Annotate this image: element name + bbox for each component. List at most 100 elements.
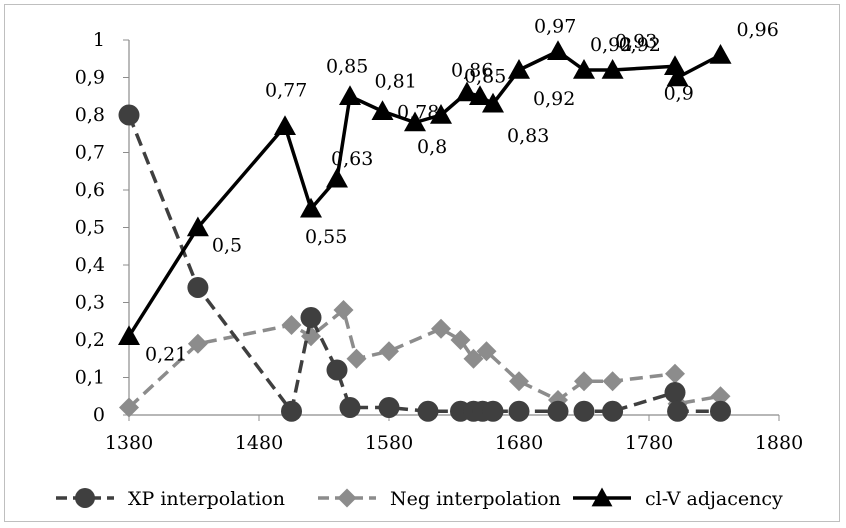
data-point-cl-v-adjacency <box>274 115 296 136</box>
data-point-neg-interpolation <box>463 348 484 369</box>
data-label: 0,5 <box>212 235 242 257</box>
data-label: 0,21 <box>145 343 187 365</box>
data-point-cl-v-adjacency <box>709 44 732 64</box>
data-point-cl-v-adjacency <box>666 66 689 87</box>
data-point-xp-interpolation <box>326 359 348 381</box>
axes: 0 0,1 0,2 0,3 0,4 0,5 0,6 0,7 0,8 0,9 1 1380 1480 158… <box>75 29 803 454</box>
y-tick-label: 1 <box>93 29 105 51</box>
x-tick-label: 1580 <box>365 432 413 454</box>
data-point-neg-interpolation <box>509 371 529 392</box>
data-point-xp-interpolation <box>281 400 302 422</box>
data-label: 0,92 <box>619 34 661 56</box>
data-label: 0,93 <box>615 30 657 52</box>
y-tick-label: 0,4 <box>75 254 105 276</box>
data-point-xp-interpolation <box>482 400 504 422</box>
data-point-neg-interpolation <box>346 348 367 369</box>
data-point-cl-v-adjacency <box>664 55 686 76</box>
data-point-xp-interpolation <box>378 397 400 418</box>
data-point-cl-v-adjacency <box>404 111 426 132</box>
data-point-xp-interpolation <box>300 307 322 328</box>
data-point-cl-v-adjacency <box>573 59 595 79</box>
data-point-cl-v-adjacency <box>469 85 491 106</box>
chart-frame <box>4 4 840 522</box>
data-point-cl-v-adjacency <box>186 216 209 237</box>
x-tick-label: 1680 <box>495 432 543 454</box>
legend-marker-cl-v-adjacency <box>591 487 613 507</box>
data-label: 0,92 <box>590 34 632 56</box>
y-tick-label: 0,1 <box>75 367 105 389</box>
data-label: 0,8 <box>417 136 447 158</box>
y-tick-label: 0 <box>93 404 105 426</box>
data-label: 0,63 <box>331 148 373 170</box>
data-label: 0,55 <box>305 226 347 248</box>
data-label: 0,86 <box>451 60 493 82</box>
data-point-cl-v-adjacency <box>339 85 361 106</box>
data-point-cl-v-adjacency <box>118 325 140 346</box>
data-point-neg-interpolation <box>281 315 302 335</box>
data-point-cl-v-adjacency <box>371 100 394 121</box>
legend-marker-xp-interpolation <box>75 488 95 508</box>
data-point-cl-v-adjacency <box>601 59 624 79</box>
data-point-xp-interpolation <box>573 400 595 422</box>
data-label: 0,78 <box>397 102 439 124</box>
data-label: 0,97 <box>534 15 576 37</box>
x-tick-label: 1780 <box>625 432 673 454</box>
y-tick-label: 0,7 <box>75 142 105 164</box>
y-tick-label: 0,2 <box>75 329 105 351</box>
data-label: 0,77 <box>265 79 307 101</box>
y-tick-label: 0,5 <box>75 217 105 239</box>
data-point-xp-interpolation <box>602 400 624 422</box>
data-point-xp-interpolation <box>710 400 731 422</box>
data-point-neg-interpolation <box>333 300 354 320</box>
data-point-cl-v-adjacency <box>456 81 478 102</box>
x-tick-label: 1480 <box>235 432 283 454</box>
y-tick-label: 0,9 <box>75 67 105 89</box>
data-label: 0,83 <box>507 125 549 147</box>
data-point-neg-interpolation <box>602 371 623 392</box>
series-line-neg-interpolation <box>127 308 721 409</box>
data-point-xp-interpolation <box>417 400 439 422</box>
data-point-cl-v-adjacency <box>482 92 504 113</box>
data-label: 0,81 <box>375 70 417 92</box>
y-tick-label: 0,6 <box>75 179 105 201</box>
legend-label-neg-interpolation: Neg interpolation <box>390 488 561 510</box>
x-tick-label: 1880 <box>755 432 803 454</box>
data-point-cl-v-adjacency <box>547 40 569 61</box>
data-point-cl-v-adjacency <box>300 197 322 218</box>
data-point-neg-interpolation <box>431 318 451 339</box>
data-label: 0,96 <box>737 19 779 41</box>
data-label: 0,85 <box>464 65 506 87</box>
legend-label-xp-interpolation: XP interpolation <box>128 488 285 510</box>
data-point-neg-interpolation <box>574 371 594 392</box>
data-point-neg-interpolation <box>710 386 731 407</box>
data-point-neg-interpolation <box>119 397 139 418</box>
data-point-neg-interpolation <box>379 341 399 362</box>
series-line-xp-interpolation <box>127 114 721 413</box>
data-label: 0,9 <box>664 83 694 105</box>
data-point-xp-interpolation <box>118 104 140 126</box>
data-point-cl-v-adjacency <box>326 167 348 188</box>
data-labels: 0,210,50,770,550,630,850,810,780,80,860,… <box>145 15 779 365</box>
data-point-xp-interpolation <box>547 400 569 422</box>
legend-label-cl-v-adjacency: cl-V adjacency <box>645 488 783 510</box>
y-tick-label: 0,8 <box>75 104 105 126</box>
data-point-xp-interpolation <box>508 400 530 422</box>
x-tick-label: 1380 <box>105 432 153 454</box>
data-label: 0,92 <box>533 88 575 110</box>
series-line-cl-v-adjacency <box>127 49 722 338</box>
data-point-xp-interpolation <box>664 382 686 403</box>
data-point-xp-interpolation <box>667 400 689 422</box>
y-tick-label: 0,3 <box>75 292 105 314</box>
data-point-neg-interpolation <box>450 330 471 350</box>
data-point-xp-interpolation <box>339 397 361 418</box>
data-point-cl-v-adjacency <box>508 59 530 79</box>
data-point-neg-interpolation <box>476 341 497 362</box>
data-label: 0,85 <box>326 55 368 77</box>
series-layer <box>118 40 732 422</box>
legend: XP interpolation Neg interpolation cl-V ad… <box>56 487 783 510</box>
legend-marker-neg-interpolation <box>337 488 357 508</box>
data-point-neg-interpolation <box>665 363 685 384</box>
data-point-xp-interpolation <box>187 277 209 298</box>
data-point-neg-interpolation <box>187 333 208 354</box>
